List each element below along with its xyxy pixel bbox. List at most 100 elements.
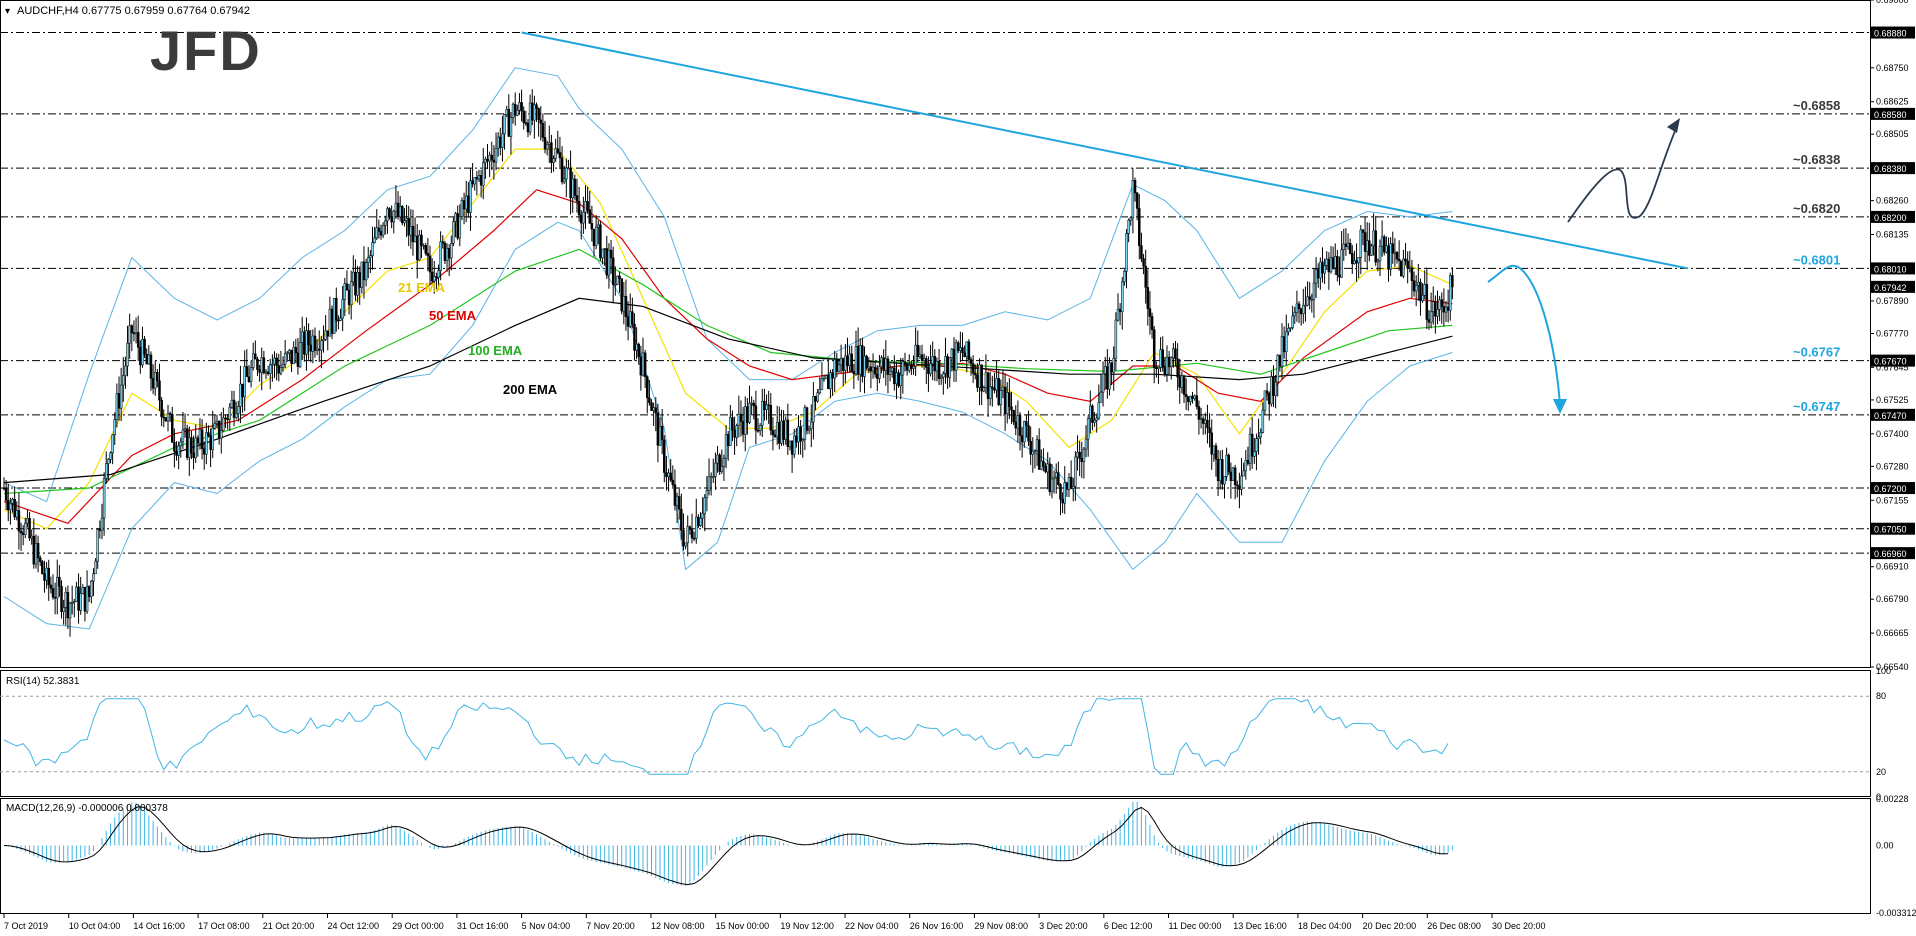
- candle-body: [765, 404, 768, 410]
- candle-body: [820, 378, 824, 390]
- candle-body: [641, 352, 645, 376]
- candle-body: [1414, 284, 1418, 292]
- price-tick-label: 0.68625: [1876, 97, 1909, 107]
- candle-body: [522, 110, 525, 123]
- candle-body: [771, 430, 775, 436]
- candle-body: [507, 109, 511, 137]
- candle-body: [784, 419, 787, 440]
- candle-body: [1091, 405, 1094, 423]
- candle-body: [70, 602, 74, 604]
- price-tick-label: 0.67050: [1874, 525, 1907, 535]
- candle-body: [177, 445, 180, 456]
- candle-body: [283, 352, 287, 365]
- candle-body: [254, 353, 257, 360]
- candle-body: [750, 402, 753, 405]
- candle-body: [524, 122, 528, 124]
- candle-body: [935, 360, 939, 372]
- candle-body: [211, 428, 214, 450]
- price-tick-label: 0.67645: [1876, 362, 1909, 372]
- candle-body: [168, 413, 172, 415]
- candle-body: [7, 500, 10, 511]
- price-tag: [1871, 210, 1915, 223]
- candle-body: [488, 154, 491, 162]
- candle-body: [422, 245, 425, 247]
- ema100-line: [3, 248, 1453, 495]
- candle-body: [773, 434, 777, 437]
- candle-body: [501, 133, 504, 148]
- candle-body: [1023, 421, 1026, 443]
- macd-panel: [0, 798, 1871, 914]
- candle-body: [1351, 253, 1354, 265]
- candle-body: [839, 357, 843, 366]
- candle-body: [658, 426, 662, 446]
- candle-body: [997, 378, 1000, 406]
- candle-body: [445, 248, 449, 261]
- candle-body: [729, 417, 732, 447]
- bollinger-bands: [3, 67, 1453, 630]
- candle-body: [844, 355, 847, 371]
- candle-body: [1080, 458, 1084, 463]
- candle-body: [782, 420, 785, 440]
- candle-body: [1425, 284, 1429, 320]
- candle-body: [1278, 354, 1282, 367]
- candle-body: [94, 560, 97, 575]
- candle-body: [671, 479, 675, 485]
- rsi-tick-label: 0: [1876, 792, 1881, 802]
- candle-body: [567, 167, 570, 170]
- candle-body: [854, 345, 858, 375]
- candle-body: [511, 103, 515, 118]
- candle-body: [590, 223, 594, 230]
- candle-body: [797, 426, 800, 443]
- candle-body: [1429, 311, 1433, 323]
- candle-body: [326, 330, 330, 337]
- time-tick-label: 13 Dec 16:00: [1233, 921, 1287, 931]
- candle-body: [1135, 192, 1139, 209]
- ema-label: 200 EMA: [503, 382, 558, 397]
- candle-body: [224, 417, 227, 420]
- candle-body: [731, 417, 734, 431]
- candle-body: [475, 177, 479, 180]
- candle-body: [471, 180, 474, 185]
- candle-body: [164, 417, 168, 422]
- candle-body: [831, 372, 834, 379]
- candle-body: [1353, 260, 1356, 265]
- candle-body: [1072, 486, 1075, 489]
- candle-body: [1035, 439, 1039, 452]
- ema200-line: [3, 297, 1453, 484]
- candle-body: [1327, 258, 1331, 273]
- candle-body: [1231, 467, 1235, 481]
- candle-body: [1112, 357, 1115, 373]
- candle-body: [1287, 328, 1290, 333]
- candle-body: [479, 175, 483, 186]
- candle-body: [356, 272, 359, 296]
- candle-body: [905, 364, 909, 371]
- rsi-indicator: 100 80 20 0: [0, 666, 1891, 802]
- candle-body: [673, 484, 677, 506]
- candle-body: [262, 357, 266, 374]
- candle-body: [916, 344, 920, 357]
- time-tick-label: 18 Dec 04:00: [1298, 921, 1352, 931]
- time-tick-label: 20 Dec 20:00: [1363, 921, 1417, 931]
- candle-body: [1078, 451, 1081, 459]
- candle-body: [620, 278, 623, 312]
- price-tag: [1871, 482, 1915, 495]
- candle-body: [156, 372, 159, 382]
- candle-body: [1116, 308, 1120, 321]
- candle-body: [1438, 299, 1441, 310]
- candle-body: [124, 365, 127, 376]
- candle-body: [1312, 282, 1316, 300]
- candle-body: [1334, 256, 1337, 269]
- candle-body: [1025, 421, 1028, 426]
- candle-body: [846, 355, 849, 366]
- candle-body: [824, 375, 828, 379]
- bullish-arrowhead: [1667, 118, 1680, 133]
- candle-body: [526, 122, 530, 133]
- candle-body: [1308, 296, 1311, 300]
- candle-body: [901, 361, 905, 376]
- candle-body: [1099, 391, 1103, 403]
- candle-body: [1253, 451, 1256, 457]
- candle-body: [104, 463, 108, 479]
- candle-body: [795, 435, 798, 443]
- candle-body: [381, 225, 385, 236]
- candle-body: [1182, 375, 1186, 395]
